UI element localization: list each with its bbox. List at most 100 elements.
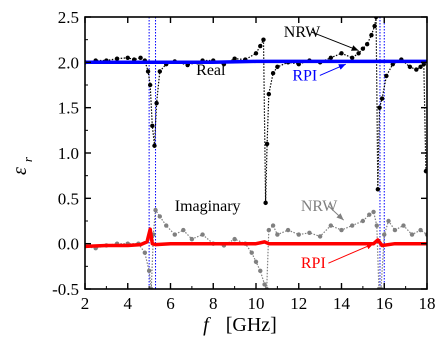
series-2-point (382, 232, 387, 237)
x-axis-label: f [GHz] (203, 314, 277, 336)
series-2-point (401, 223, 406, 228)
series-0-point (125, 55, 130, 60)
y-tick-label: 2.0 (58, 53, 79, 72)
series-2-point (164, 223, 169, 228)
series-0-point (114, 56, 120, 61)
y-axis-ticks: -0.5 0.0 0.5 1.0 1.5 2.0 2.5 (52, 8, 427, 299)
annotation-label-5: RPI (301, 255, 326, 272)
series-2-point (360, 218, 366, 224)
annotation-arrow-4 (328, 205, 344, 221)
x-tick-label: 8 (209, 294, 218, 313)
x-tick-label: 12 (290, 294, 307, 313)
series-0-point (264, 141, 270, 147)
plot-frame (84, 16, 428, 290)
x-tick-label: 10 (248, 294, 265, 313)
y-tick-label: -0.5 (52, 280, 79, 299)
series-2 (85, 207, 427, 289)
series-0-point (232, 56, 237, 61)
series-2-point (371, 209, 376, 215)
annotation-arrow-2 (319, 63, 346, 76)
series-2-point (296, 232, 301, 237)
series-2-point (317, 234, 323, 239)
series-0-line (85, 17, 427, 203)
series-0-point (147, 82, 153, 88)
series-0-point (275, 64, 280, 70)
y-tick-label: 2.5 (58, 8, 79, 27)
x-tick-label: 14 (333, 294, 351, 313)
series-0-point (150, 123, 155, 128)
series-0-point (154, 100, 159, 106)
series-2-point (270, 223, 276, 228)
series-0-point (375, 187, 381, 192)
annotation-arrow-0 (311, 31, 359, 52)
series-2-point (386, 218, 391, 224)
svg-text:ε r: ε r (9, 156, 35, 175)
annotations: NRW Real RPI Imaginary NRW RPI (175, 24, 374, 272)
x-tick-label: 18 (419, 294, 435, 313)
series-0-point (339, 51, 344, 56)
series-2-point (285, 227, 291, 233)
series-2-point (339, 227, 344, 233)
series-2-point (262, 282, 267, 287)
series-2-point (232, 236, 237, 242)
annotation-label-2: RPI (292, 67, 317, 84)
series-0-point (157, 69, 163, 74)
y-axis-symbol: ε (9, 167, 31, 175)
series-0-point (360, 46, 366, 51)
series-3 (85, 227, 427, 249)
series-2-point (266, 227, 272, 233)
x-axis-symbol: f (203, 314, 211, 336)
series-0-point (384, 73, 389, 79)
series-0-point (138, 55, 143, 60)
series-2-point (349, 223, 355, 228)
series-2-point (172, 232, 177, 237)
series-0-point (418, 64, 423, 70)
series-0-point (270, 71, 276, 76)
series-0-point (364, 42, 370, 47)
series-0-point (253, 51, 259, 56)
annotation-label-3: Imaginary (175, 198, 241, 215)
series-1 (85, 59, 427, 65)
y-tick-label: 1.5 (58, 99, 79, 118)
series-0-point (258, 43, 263, 49)
series-2-point (146, 268, 152, 274)
series-2-point (153, 207, 158, 213)
series-0-point (423, 168, 427, 174)
x-tick-label: 16 (376, 294, 393, 313)
y-axis-subscript: r (20, 156, 35, 162)
x-axis-ticks: 2 4 6 8 10 12 14 16 18 (81, 17, 435, 313)
y-tick-label: 0.5 (58, 189, 79, 208)
series-2-point (142, 250, 148, 255)
series-0-point (152, 143, 157, 148)
series-2-point (374, 223, 379, 228)
series-0-point (377, 105, 382, 110)
series-2-point (258, 268, 263, 274)
annotation-label-1: Real (196, 62, 226, 79)
annotation-label-4: NRW (301, 198, 338, 215)
series-2-point (157, 214, 163, 219)
series-2-point (328, 223, 334, 228)
y-tick-label: 0.0 (58, 235, 79, 254)
series-0-point (266, 91, 272, 97)
series-0-point (349, 55, 355, 60)
series-2-point (249, 250, 254, 255)
x-tick-label: 6 (166, 294, 175, 313)
series-2-point (409, 232, 415, 237)
series-layer (85, 17, 427, 289)
series-0-point (145, 69, 151, 74)
series-2-point (275, 232, 280, 237)
series-2-point (189, 236, 195, 242)
series-3-line (85, 227, 427, 249)
x-tick-label: 2 (81, 294, 90, 313)
series-0-point (369, 32, 374, 38)
series-2-point (392, 227, 398, 233)
series-0-point (407, 64, 413, 70)
series-2-point (181, 227, 186, 233)
series-0 (85, 17, 427, 206)
series-0-point (379, 96, 385, 101)
series-2-point (307, 230, 312, 235)
series-0-point (328, 55, 334, 60)
series-2-point (367, 212, 372, 217)
x-tick-label: 4 (124, 294, 133, 313)
